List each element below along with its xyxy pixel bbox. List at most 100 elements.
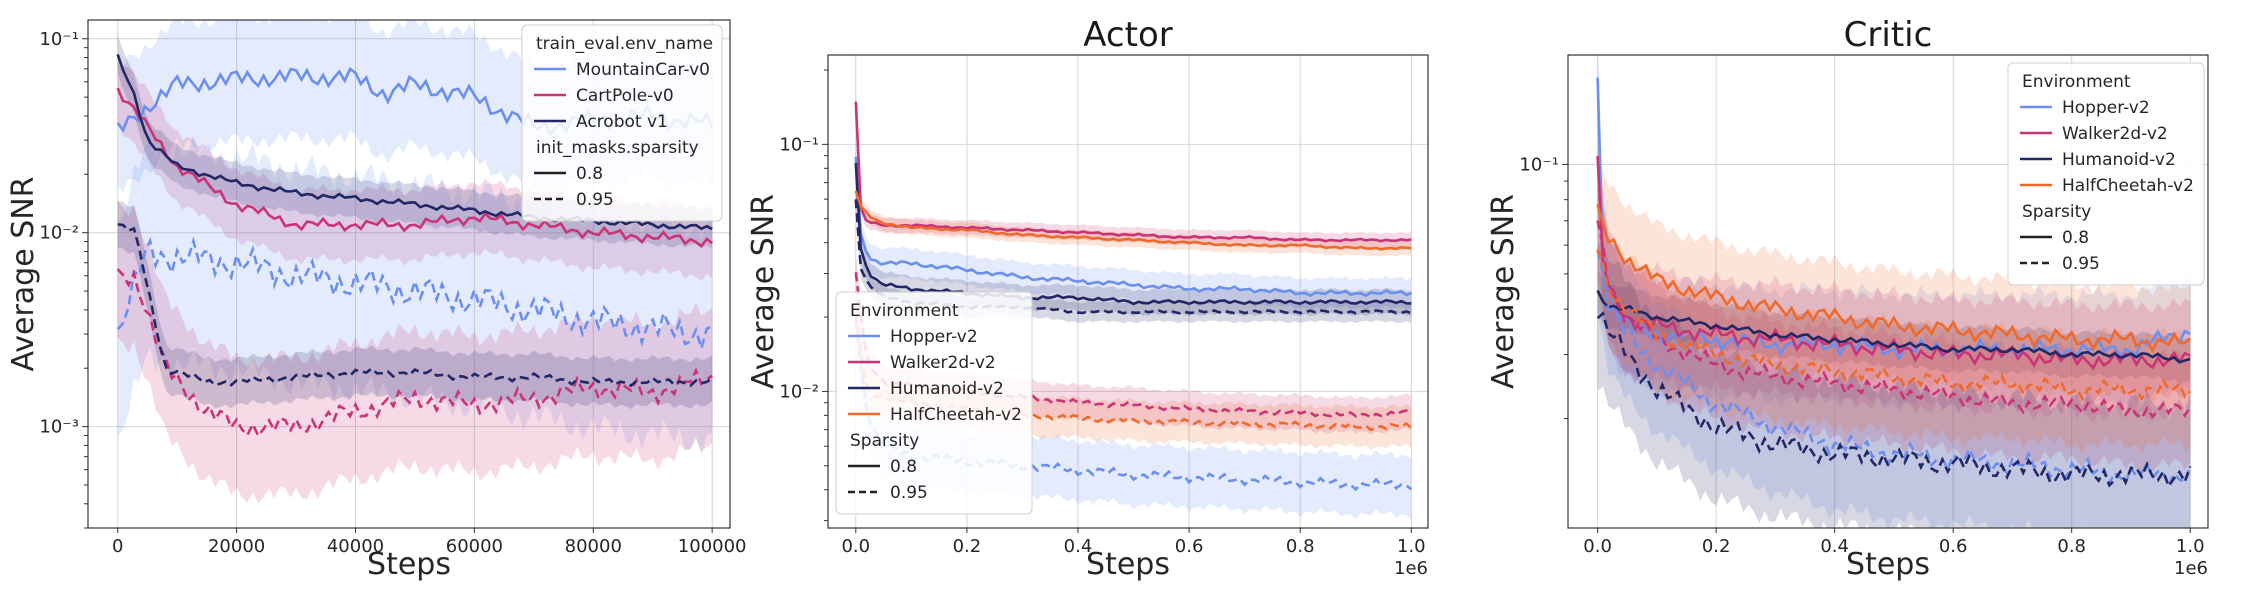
legend-title: Sparsity	[850, 431, 919, 451]
y-axis-label: Average SNR	[1486, 194, 1521, 389]
legend-title: train_eval.env_name	[536, 34, 713, 54]
y-tick-label: 10⁻¹	[1519, 154, 1559, 175]
series-line-humanoid-v2-0.95	[1596, 311, 2192, 490]
y-tick-label: 10⁻²	[779, 381, 819, 402]
legend-label: 0.95	[576, 190, 614, 210]
series-line-hopper-v2-0.8	[854, 156, 1412, 298]
series-band-hopper-v2-0.8	[1597, 55, 2191, 413]
x-tick-label: 0.2	[953, 536, 982, 557]
x-tick-label: 100000	[678, 536, 747, 557]
x-tick-label: 0	[112, 536, 123, 557]
x-tick-label: 0.8	[2057, 536, 2086, 557]
x-tick-label: 0.4	[1064, 536, 1093, 557]
legend-label: Walker2d-v2	[2062, 124, 2168, 144]
legend-box	[521, 24, 723, 222]
series-band-cartpole-v0-0.8	[117, 53, 713, 282]
x-tick-label: 0.8	[1286, 536, 1315, 557]
legend-label: 0.8	[576, 164, 603, 184]
x-tick-label: 0.0	[841, 536, 870, 557]
legend-title: init_masks.sparsity	[536, 138, 699, 158]
legend-label: Walker2d-v2	[890, 353, 996, 373]
series-line-walker2d-v2-0.95	[1596, 220, 2192, 421]
legend-box	[835, 291, 1033, 515]
series-line-cartpole-v0-0.8	[116, 87, 713, 248]
series-band-halfcheetah-v2-0.95	[1597, 195, 2191, 454]
x-axis-label: Steps	[1846, 547, 1930, 582]
x-tick-label: 1.0	[1397, 536, 1426, 557]
x-axis-label: Steps	[367, 547, 451, 582]
series-band-acrobot v1-0.8	[117, 35, 713, 249]
legend-label: 0.95	[2062, 254, 2100, 274]
y-tick-label: 10⁻¹	[779, 134, 819, 155]
legend: Environment Hopper-v2 Walker2d-v2 Humanoid-…	[2007, 62, 2205, 286]
legend-label: Humanoid-v2	[2062, 150, 2176, 170]
x-tick-label: 0.0	[1583, 536, 1612, 557]
series-band-halfcheetah-v2-0.8	[855, 183, 1412, 257]
series-band-hopper-v2-0.8	[855, 141, 1412, 311]
x-offset-label: 1e6	[1394, 558, 1428, 579]
x-tick-label: 1.0	[2176, 536, 2205, 557]
series-line-walker2d-v2-0.8	[854, 101, 1412, 243]
series-band-halfcheetah-v2-0.8	[1597, 149, 2191, 405]
x-axis-label: Steps	[1086, 547, 1170, 582]
y-axis-label: Average SNR	[746, 194, 781, 389]
legend-title: Environment	[2022, 72, 2131, 92]
x-tick-label: 0.2	[1702, 536, 1731, 557]
legend: train_eval.env_name MountainCar-v0 CartPol…	[521, 24, 723, 222]
y-axis-label: Average SNR	[6, 176, 41, 371]
legend-label: 0.95	[890, 483, 928, 503]
series-line-acrobot v1-0.8	[116, 53, 713, 231]
legend: Environment Hopper-v2 Walker2d-v2 Humanoid-…	[835, 291, 1033, 515]
legend-label: MountainCar-v0	[576, 60, 710, 80]
legend-label: Humanoid-v2	[890, 379, 1004, 399]
series-line-halfcheetah-v2-0.8	[854, 190, 1412, 251]
legend-label: 0.8	[890, 457, 917, 477]
series-band-humanoid-v2-0.8	[1597, 268, 2191, 385]
axes-frame	[827, 54, 1429, 529]
axes-frame	[1567, 54, 2209, 529]
x-tick-label: 20000	[208, 536, 265, 557]
series-band-cartpole-v0-0.95	[117, 201, 713, 504]
series-band-humanoid-v2-0.95	[1597, 240, 2191, 528]
chart-title: Actor	[1083, 15, 1172, 55]
series-line-humanoid-v2-0.8	[854, 163, 1412, 306]
y-tick-label: 10⁻¹	[39, 29, 79, 50]
x-tick-label: 0.6	[1175, 536, 1204, 557]
x-tick-label: 0.4	[1820, 536, 1849, 557]
x-tick-label: 60000	[446, 536, 503, 557]
series-line-acrobot v1-0.95	[117, 223, 713, 388]
x-tick-label: 0.6	[1939, 536, 1968, 557]
legend-label: CartPole-v0	[576, 86, 674, 106]
y-tick-label: 10⁻²	[39, 223, 79, 244]
series-line-humanoid-v2-0.8	[1596, 289, 2191, 364]
series-line-halfcheetah-v2-0.8	[1596, 203, 2192, 354]
x-offset-label: 1e6	[2174, 558, 2208, 579]
series-group	[1596, 55, 2192, 528]
legend-title: Sparsity	[2022, 202, 2091, 222]
series-band-acrobot v1-0.95	[117, 201, 713, 409]
legend-label: 0.8	[2062, 228, 2089, 248]
chart-title: Critic	[1844, 15, 1933, 55]
y-tick-label: 10⁻³	[39, 417, 79, 438]
x-tick-label: 80000	[565, 536, 622, 557]
series-band-walker2d-v2-0.95	[1597, 166, 2191, 473]
legend-title: Environment	[850, 301, 959, 321]
series-band-hopper-v2-0.95	[1597, 184, 2191, 528]
legend-label: Hopper-v2	[890, 327, 978, 347]
legend-label: Acrobot v1	[576, 112, 668, 132]
x-tick-label: 40000	[327, 536, 384, 557]
chart-panel-0: 0 20000 40000 60000 80000 100000 10⁻³ 10⁻² 10⁻¹ S…	[6, 19, 747, 582]
legend-label: HalfCheetah-v2	[2062, 176, 2194, 196]
series-line-mountaincar-v0-0.95	[116, 236, 713, 353]
series-line-hopper-v2-0.95	[1596, 249, 2192, 489]
legend-label: Hopper-v2	[2062, 98, 2150, 118]
chart-panel-1: 0.0 0.2 0.4 0.6 0.8 1.0 10⁻² 10⁻¹ 1e6 Steps Averag…	[746, 15, 1429, 582]
axes-frame	[87, 19, 731, 529]
series-line-walker2d-v2-0.8	[1596, 155, 2191, 371]
series-band-walker2d-v2-0.8	[855, 94, 1412, 249]
series-line-cartpole-v0-0.95	[116, 268, 713, 439]
series-line-halfcheetah-v2-0.95	[1596, 248, 2192, 402]
chart-panel-2: 0.0 0.2 0.4 0.6 0.8 1.0 10⁻¹ 1e6 Steps Average SN…	[1486, 15, 2209, 582]
legend-label: HalfCheetah-v2	[890, 405, 1022, 425]
